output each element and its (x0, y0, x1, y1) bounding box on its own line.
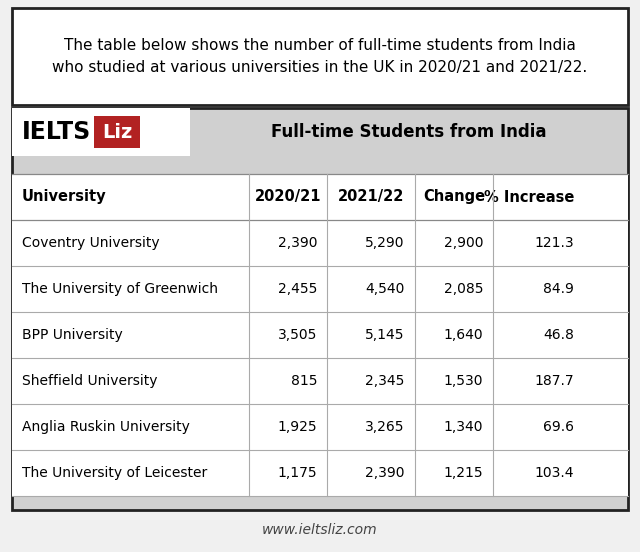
Text: 2,390: 2,390 (365, 466, 405, 480)
Text: 1,215: 1,215 (444, 466, 483, 480)
Text: The University of Greenwich: The University of Greenwich (22, 282, 218, 296)
Text: 5,290: 5,290 (365, 236, 405, 250)
Text: % Increase: % Increase (484, 189, 574, 204)
Text: 1,925: 1,925 (278, 420, 317, 434)
Text: 46.8: 46.8 (543, 328, 574, 342)
Bar (12, 174, 628, 496)
Text: 187.7: 187.7 (534, 374, 574, 388)
Text: 1,640: 1,640 (444, 328, 483, 342)
Text: 103.4: 103.4 (535, 466, 574, 480)
Text: 3,505: 3,505 (278, 328, 317, 342)
Bar (94, 116, 140, 148)
Text: Change: Change (423, 189, 485, 204)
Text: Sheffield University: Sheffield University (22, 374, 157, 388)
Text: 1,530: 1,530 (444, 374, 483, 388)
Text: 815: 815 (291, 374, 317, 388)
Text: www.ieltsliz.com: www.ieltsliz.com (262, 523, 378, 537)
Text: 2,455: 2,455 (278, 282, 317, 296)
Text: The University of Leicester: The University of Leicester (22, 466, 207, 480)
Text: 69.6: 69.6 (543, 420, 574, 434)
Text: Full-time Students from India: Full-time Students from India (271, 123, 547, 141)
Text: 3,265: 3,265 (365, 420, 405, 434)
Text: The table below shows the number of full-time students from India
who studied at: The table below shows the number of full… (52, 38, 588, 75)
Text: 5,145: 5,145 (365, 328, 405, 342)
Text: Coventry University: Coventry University (22, 236, 159, 250)
Text: 1,340: 1,340 (444, 420, 483, 434)
Text: 2,085: 2,085 (444, 282, 483, 296)
Text: BPP University: BPP University (22, 328, 123, 342)
Text: 4,540: 4,540 (365, 282, 405, 296)
Bar (12, 108, 190, 156)
Text: University: University (22, 189, 107, 204)
Text: 2020/21: 2020/21 (255, 189, 321, 204)
Text: 121.3: 121.3 (534, 236, 574, 250)
Text: 2,390: 2,390 (278, 236, 317, 250)
Bar (12, 108, 628, 510)
Text: 2,345: 2,345 (365, 374, 405, 388)
Text: 1,175: 1,175 (278, 466, 317, 480)
Text: IELTS: IELTS (22, 120, 92, 144)
Text: 2,900: 2,900 (444, 236, 483, 250)
Text: 84.9: 84.9 (543, 282, 574, 296)
Text: 2021/22: 2021/22 (338, 189, 404, 204)
Bar (12, 8, 628, 105)
Text: Anglia Ruskin University: Anglia Ruskin University (22, 420, 190, 434)
Text: Liz: Liz (102, 123, 132, 141)
